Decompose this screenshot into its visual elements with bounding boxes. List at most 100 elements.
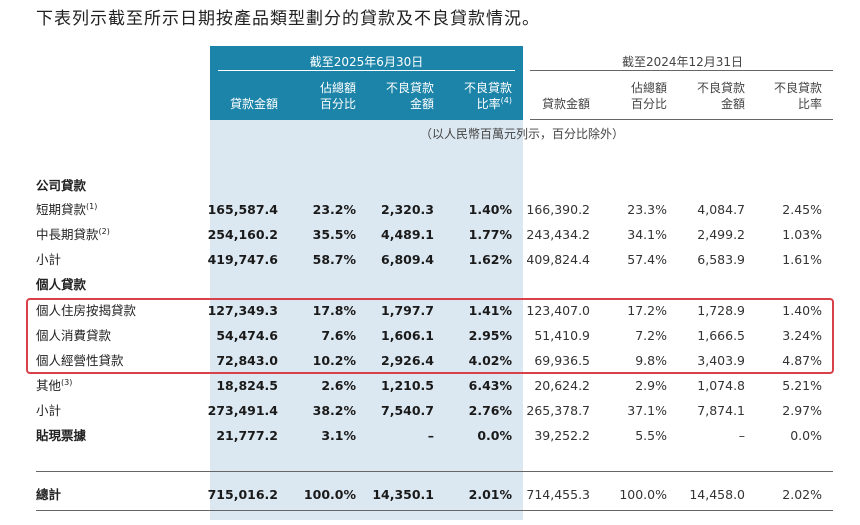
highlight-annotation-box xyxy=(26,298,834,374)
current-period-header xyxy=(210,46,523,120)
previous-value-cell: 2.02% xyxy=(782,487,822,502)
previous-value-cell: 69,936.5 xyxy=(534,353,590,368)
col-header-line2: 比率 xyxy=(797,97,822,111)
col-header-line1: 不良貸款 xyxy=(696,81,745,95)
current-value-cell: 2.95% xyxy=(468,328,512,343)
current-value-cell: 1,797.7 xyxy=(381,303,434,318)
previous-value-cell: – xyxy=(738,428,745,443)
current-value-cell: 4.02% xyxy=(468,353,512,368)
previous-value-cell: 20,624.2 xyxy=(534,378,590,393)
previous-col-header-3: 不良貸款金額 xyxy=(697,80,745,112)
col-header-line1 xyxy=(230,80,278,96)
row-label: 個人消費貸款 xyxy=(36,328,112,343)
current-value-cell: 1.77% xyxy=(468,227,512,242)
previous-value-cell: 100.0% xyxy=(619,487,667,502)
previous-value-cell: 9.8% xyxy=(635,353,667,368)
previous-value-cell: 6,583.9 xyxy=(697,252,745,267)
current-value-cell: 254,160.2 xyxy=(207,227,278,242)
col-header-line2: 百分比 xyxy=(630,97,667,111)
header-bottom-rule xyxy=(530,119,833,120)
current-value-cell: 100.0% xyxy=(303,487,356,502)
previous-value-cell: 1,074.8 xyxy=(697,378,745,393)
row-label: 個人住房按揭貸款 xyxy=(36,303,137,318)
previous-value-cell: 14,458.0 xyxy=(689,487,745,502)
previous-value-cell: 4.87% xyxy=(782,353,822,368)
current-col-header-2: 佔總額 百分比 xyxy=(320,80,356,112)
current-value-cell: 2,320.3 xyxy=(381,202,434,217)
previous-value-cell: 23.3% xyxy=(627,202,667,217)
current-value-cell: 0.0% xyxy=(477,428,512,443)
previous-period-rule xyxy=(530,70,833,71)
table-row: 貼現票據 21,777.2 3.1% – 0.0% 39,252.2 5.5% – 0.0% xyxy=(0,425,860,447)
current-value-cell: 7.6% xyxy=(321,328,356,343)
previous-value-cell: 34.1% xyxy=(627,227,667,242)
current-col-header-4: 不良貸款 比率(4) xyxy=(464,80,512,112)
row-label: 總計 xyxy=(36,487,62,502)
current-value-cell: 2,926.4 xyxy=(381,353,434,368)
current-value-cell: 35.5% xyxy=(312,227,356,242)
current-value-cell: 273,491.4 xyxy=(207,403,278,418)
previous-value-cell: 2,499.2 xyxy=(697,227,745,242)
row-label: 小計 xyxy=(36,252,62,267)
previous-value-cell: 243,434.2 xyxy=(526,227,590,242)
previous-value-cell: 5.5% xyxy=(635,428,667,443)
previous-value-cell: 1,666.5 xyxy=(697,328,745,343)
current-col-header-3: 不良貸款 金額 xyxy=(386,80,434,112)
current-value-cell: 4,489.1 xyxy=(381,227,434,242)
current-value-cell: 14,350.1 xyxy=(372,487,434,502)
col-header-line2: 金額 xyxy=(409,97,434,111)
previous-value-cell: 17.2% xyxy=(627,303,667,318)
footnote-marker: (3) xyxy=(61,377,73,387)
total-top-rule xyxy=(36,471,833,472)
col-header-line1: 不良貸款 xyxy=(773,81,822,95)
previous-value-cell: 37.1% xyxy=(627,403,667,418)
row-label: 小計 xyxy=(36,403,62,418)
row-label: 貼現票據 xyxy=(36,428,87,443)
current-value-cell: 72,843.0 xyxy=(216,353,278,368)
current-value-cell: 38.2% xyxy=(312,403,356,418)
table-row: 小計 419,747.6 58.7% 6,809.4 1.62% 409,824.4 57.… xyxy=(0,249,860,271)
previous-value-cell: 3,403.9 xyxy=(697,353,745,368)
col-header-line1: 佔總額 xyxy=(319,81,356,95)
current-value-cell: 419,747.6 xyxy=(207,252,278,267)
current-value-cell: 1.41% xyxy=(468,303,512,318)
col-header-line2: 金額 xyxy=(720,97,745,111)
table-row: 小計 273,491.4 38.2% 7,540.7 2.76% 265,378.7 37.… xyxy=(0,400,860,422)
row-label: 中長期貸款(2) xyxy=(36,226,110,242)
previous-value-cell: 1.40% xyxy=(782,303,822,318)
total-bottom-rule xyxy=(36,510,833,511)
current-value-cell: 23.2% xyxy=(312,202,356,217)
previous-value-cell: 409,824.4 xyxy=(526,252,590,267)
current-value-cell: 58.7% xyxy=(312,252,356,267)
footnote-marker: (4) xyxy=(500,96,512,105)
current-period-title: 截至2025年6月30日 xyxy=(309,55,424,69)
row-label: 其他(3) xyxy=(36,377,73,393)
previous-value-cell: 0.0% xyxy=(790,428,822,443)
table-row: 總計 715,016.2 100.0% 14,350.1 2.01% 714,455.3 1… xyxy=(0,484,860,506)
footnote-marker: (1) xyxy=(86,201,98,211)
previous-value-cell: 166,390.2 xyxy=(526,202,590,217)
previous-value-cell: 4,084.7 xyxy=(697,202,745,217)
current-value-cell: 6,809.4 xyxy=(381,252,434,267)
footnote-marker: (2) xyxy=(98,226,110,236)
section-header-row: 個人貸款 xyxy=(0,274,860,296)
previous-value-cell: 5.21% xyxy=(782,378,822,393)
current-value-cell: 1,210.5 xyxy=(381,378,434,393)
previous-col-header-1: 貸款金額 xyxy=(542,80,590,112)
current-value-cell: 10.2% xyxy=(312,353,356,368)
previous-value-cell: 265,378.7 xyxy=(526,403,590,418)
previous-value-cell: 1.61% xyxy=(782,252,822,267)
col-header-line1: 不良貸款 xyxy=(463,81,512,95)
current-value-cell: 715,016.2 xyxy=(207,487,278,502)
current-value-cell: 54,474.6 xyxy=(216,328,278,343)
previous-value-cell: 7,874.1 xyxy=(697,403,745,418)
previous-value-cell: 3.24% xyxy=(782,328,822,343)
current-period-rule xyxy=(218,70,515,71)
current-value-cell: 1,606.1 xyxy=(381,328,434,343)
previous-value-cell: 123,407.0 xyxy=(526,303,590,318)
previous-value-cell: 1.03% xyxy=(782,227,822,242)
table-row: 短期貸款(1) 165,587.4 23.2% 2,320.3 1.40% 166,390… xyxy=(0,199,860,221)
current-value-cell: 21,777.2 xyxy=(216,428,278,443)
previous-value-cell: 2.97% xyxy=(782,403,822,418)
current-value-cell: 127,349.3 xyxy=(207,303,278,318)
